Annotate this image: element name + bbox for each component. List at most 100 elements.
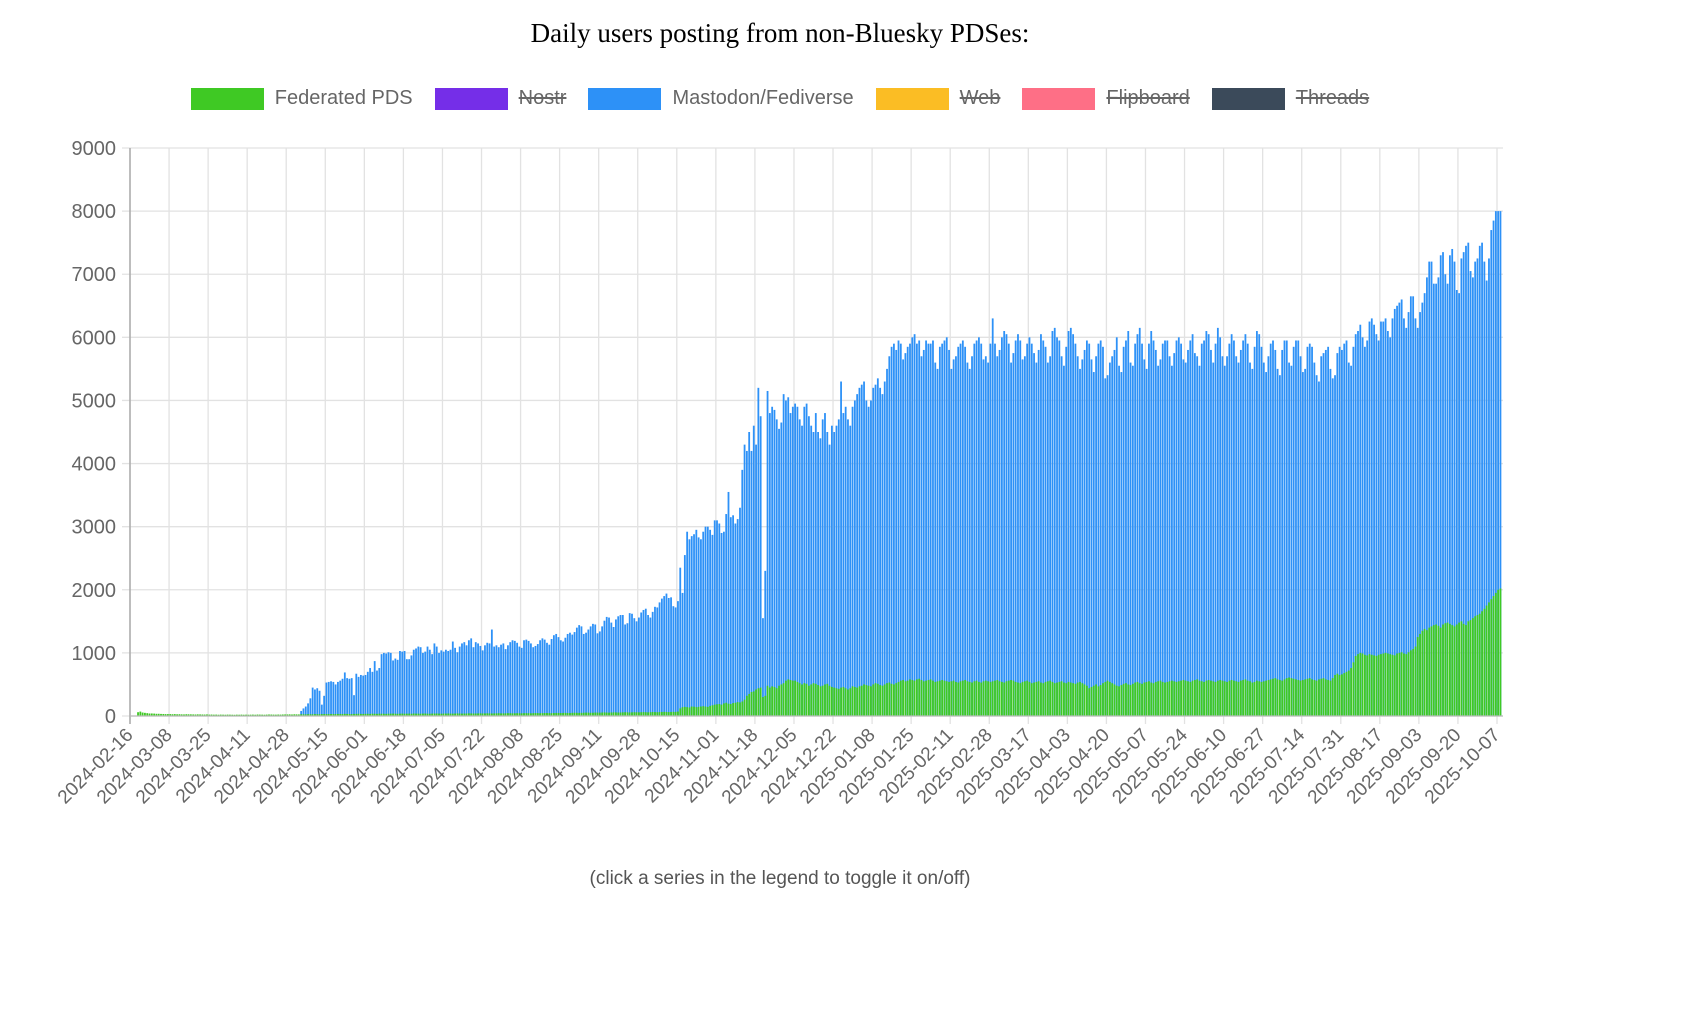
bar [1283,340,1286,716]
bar [185,714,188,716]
bar [334,714,337,716]
legend-item-mastodon[interactable]: Mastodon/Fediverse [588,87,854,110]
bar [1182,359,1185,716]
bar [509,642,512,716]
bar [1017,334,1019,716]
bar [1338,674,1341,716]
bar [658,602,661,716]
bar [837,688,840,716]
bar [1125,683,1127,716]
bar [660,711,663,716]
bar [1315,375,1318,716]
bar [1053,327,1056,716]
bar [323,695,326,716]
bar [1143,359,1146,716]
bar [1180,680,1182,716]
bar [1497,211,1500,716]
bar [631,613,633,716]
bar [801,684,803,716]
bar [830,425,833,716]
bar [1375,334,1378,716]
bar [808,685,810,716]
bar [1423,293,1426,716]
bar [1352,662,1355,716]
bar [585,632,587,716]
bar [148,713,151,716]
bar [642,712,645,716]
legend-item-nostr[interactable]: Nostr [434,87,566,110]
bar [562,641,564,716]
bar [932,340,934,716]
legend-item-web[interactable]: Web [875,87,1000,110]
bar [1426,277,1428,716]
bar [1044,681,1047,716]
bar [1338,346,1341,716]
bar [1265,680,1268,716]
bar [899,343,902,716]
bar [428,713,431,716]
bar [766,685,769,716]
bar [1366,655,1369,716]
bar [1159,680,1162,716]
legend-item-flipboard[interactable]: Flipboard [1022,87,1190,110]
bar [1136,334,1139,716]
bar [325,682,328,716]
bar [605,616,608,716]
bar [585,712,587,716]
bar [1267,680,1270,716]
bar [1490,599,1493,716]
bar [559,713,562,716]
bar [858,686,861,716]
bar [1375,656,1378,716]
bar [1019,683,1022,716]
legend-item-federated-pds[interactable]: Federated PDS [190,87,413,110]
bar [635,621,638,716]
bar [541,713,544,716]
bar [1412,296,1415,716]
bar [366,671,369,716]
bar [1111,356,1114,716]
bar [532,647,535,716]
legend: Federated PDS Nostr Mastodon/Fediverse W… [0,87,1560,110]
bar [670,711,672,716]
bar [1350,365,1353,716]
bar [704,706,707,716]
bar [890,683,893,716]
bar [796,681,799,716]
bar [927,343,930,716]
bar [504,713,507,716]
bar [1471,618,1474,716]
bar [1331,678,1334,716]
bar [1488,602,1490,716]
bar [637,712,640,716]
bar [1306,346,1309,716]
bar [610,622,613,716]
bar [424,713,427,716]
bar [470,638,473,716]
bar [309,714,312,716]
bar [1407,652,1410,716]
bar [235,714,238,716]
legend-item-threads[interactable]: Threads [1211,87,1369,110]
bar [1203,681,1205,716]
bar [401,713,404,716]
bar [1088,688,1091,716]
bar [1235,681,1238,716]
bar [518,713,521,716]
bar [587,712,590,716]
bar [1104,681,1107,716]
bar [1221,680,1224,716]
bar [1033,353,1035,716]
bar [309,698,312,716]
bar [608,617,610,716]
bar [477,643,479,716]
bar [635,712,638,716]
bar [578,625,581,716]
bar [1260,681,1263,716]
bar [1460,621,1463,716]
bar [745,695,748,716]
bar [711,534,714,716]
bar [1000,681,1003,716]
bar [957,346,960,716]
bar [1051,331,1054,716]
